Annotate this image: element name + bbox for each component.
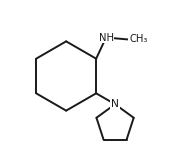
Text: N: N	[111, 99, 119, 109]
Text: NH: NH	[99, 33, 114, 43]
Text: CH₃: CH₃	[129, 34, 148, 44]
